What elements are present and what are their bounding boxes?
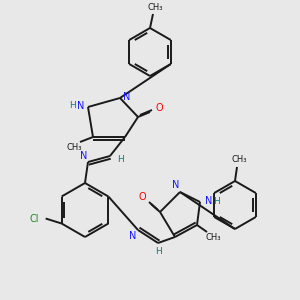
- Text: N: N: [77, 101, 85, 111]
- Text: CH₃: CH₃: [66, 142, 82, 152]
- Text: H: H: [117, 154, 123, 164]
- Text: N: N: [172, 180, 180, 190]
- Text: H: H: [214, 196, 220, 206]
- Text: N: N: [123, 92, 131, 102]
- Text: Cl: Cl: [30, 214, 39, 224]
- Text: O: O: [138, 192, 146, 202]
- Text: H: H: [70, 101, 76, 110]
- Text: O: O: [155, 103, 163, 113]
- Text: N: N: [80, 151, 88, 161]
- Text: CH₃: CH₃: [147, 2, 163, 11]
- Text: N: N: [129, 231, 137, 241]
- Text: N: N: [205, 196, 213, 206]
- Text: CH₃: CH₃: [231, 154, 247, 164]
- Text: CH₃: CH₃: [205, 233, 221, 242]
- Text: H: H: [156, 248, 162, 256]
